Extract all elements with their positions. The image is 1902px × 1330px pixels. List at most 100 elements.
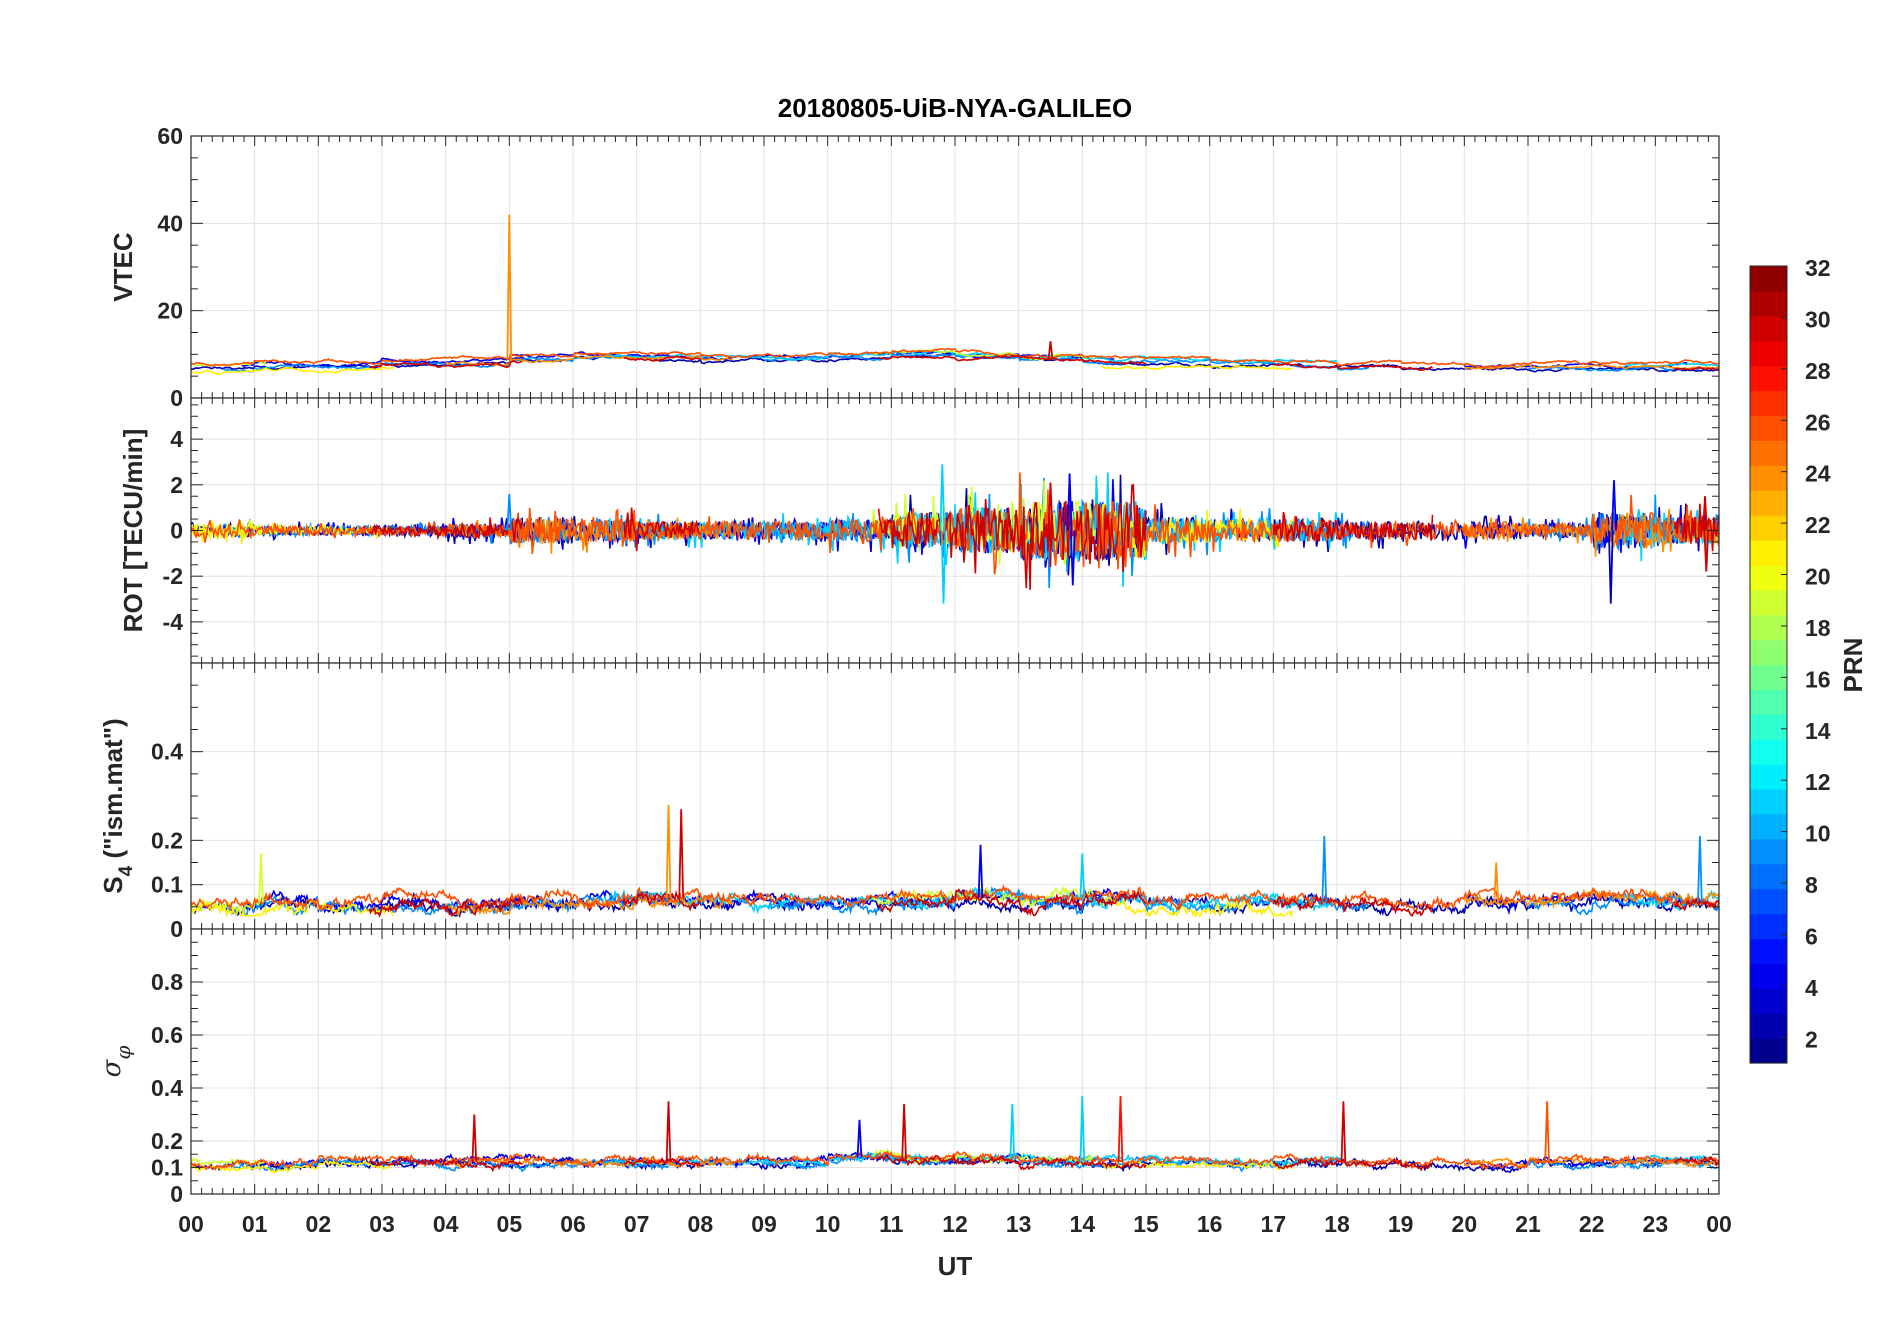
y-tick-label: 0 [170, 916, 183, 942]
spike-prn-26 [1544, 1101, 1550, 1163]
spike-prn-4 [856, 1119, 863, 1157]
x-tick-label: 00 [1706, 1211, 1732, 1237]
colorbar-segment [1750, 938, 1787, 964]
colorbar-tick-label: 10 [1805, 821, 1831, 847]
series-prn-21 [1101, 364, 1293, 371]
y-tick-label: 40 [157, 210, 183, 236]
x-tick-label: 13 [1006, 1211, 1032, 1237]
y-tick-label: 0.2 [151, 827, 183, 853]
colorbar-segment [1750, 266, 1787, 292]
colorbar-tick-label: 26 [1805, 409, 1831, 435]
colorbar-segment [1750, 315, 1787, 342]
y-tick-label: 0.4 [151, 739, 183, 765]
x-tick-label: 16 [1197, 1211, 1223, 1237]
y-axis-label: σφ [97, 1046, 135, 1078]
x-axis-label: UT [938, 1251, 973, 1281]
colorbar-tick-label: 2 [1805, 1026, 1818, 1052]
spike-prn-11 [940, 530, 947, 604]
y-tick-label: 0.6 [151, 1022, 183, 1048]
y-tick-label: 0 [170, 385, 183, 411]
spike-prn-28 [1117, 1095, 1124, 1163]
series-prn-30 [878, 354, 1147, 365]
x-tick-label: 05 [497, 1211, 523, 1237]
series-prn-30 [623, 507, 701, 551]
x-tick-label: 10 [815, 1211, 841, 1237]
x-tick-label: 14 [1070, 1211, 1096, 1237]
colorbar-segment [1750, 340, 1787, 367]
spike-prn-30 [665, 1101, 672, 1163]
y-tick-label: -2 [163, 563, 183, 589]
colorbar-tick-label: 12 [1805, 769, 1831, 795]
colorbar-segment [1750, 564, 1787, 591]
series-prn-21 [1101, 896, 1294, 919]
x-tick-label: 17 [1261, 1211, 1287, 1237]
colorbar-tick-label: 32 [1805, 255, 1831, 281]
colorbar-tick-label: 8 [1805, 872, 1818, 898]
colorbar-tick-label: 20 [1805, 564, 1831, 590]
colorbar-tick-label: 16 [1805, 666, 1831, 692]
x-tick-label: 03 [369, 1211, 395, 1237]
y-tick-label: 20 [157, 298, 183, 324]
y-label-rest: ("ism.mat") [98, 718, 128, 865]
series-prn-9 [763, 886, 1370, 917]
y-tick-label: 0.4 [151, 1075, 183, 1101]
colorbar-segment [1750, 465, 1787, 491]
y-label-main: σ [97, 1058, 127, 1077]
series-prn-30 [1673, 503, 1719, 552]
series-prn-30 [368, 897, 523, 918]
panel-sigma-phi: 00.10.2 0.4 0.6 0.8 σφ [97, 928, 1720, 1207]
series-prn-30 [1272, 892, 1433, 917]
x-tick-label: 23 [1643, 1211, 1669, 1237]
colorbar-segment [1750, 440, 1787, 466]
series-prn-21 [191, 366, 394, 376]
series-prn-30 [1673, 1155, 1719, 1167]
colorbar-segment [1750, 863, 1787, 890]
spike-prn-9 [1697, 835, 1703, 903]
spike-prn-11 [1009, 1103, 1016, 1160]
x-tick-label: 20 [1452, 1211, 1478, 1237]
x-tick-label: 07 [624, 1211, 650, 1237]
spike-prn-2 [1608, 530, 1614, 604]
series-prn-30 [877, 1154, 1147, 1171]
panel-rot: -4 -2 0 2 4 ROT [TECU/min] [118, 397, 1720, 664]
y-label-subscript: 4 [116, 865, 137, 876]
series-prn-30 [1272, 1157, 1433, 1172]
colorbar-segment [1750, 689, 1787, 715]
x-tick-label: 18 [1324, 1211, 1350, 1237]
colorbar-segment [1750, 764, 1787, 790]
colorbar-tick-label: 24 [1805, 461, 1831, 487]
y-axis-label: S4 ("ism.mat") [98, 718, 137, 893]
spike-prn-24 [506, 214, 513, 359]
y-tick-label: 0.8 [151, 969, 183, 995]
spike-prn-30 [1340, 1101, 1347, 1163]
spike-prn-11 [1079, 853, 1086, 899]
colorbar-segment [1750, 390, 1787, 417]
colorbar-segment [1750, 1013, 1787, 1039]
series-prn-30 [1272, 511, 1434, 543]
series-prn-30 [623, 1157, 702, 1168]
series-prn-30 [369, 515, 523, 543]
colorbar-segment [1750, 515, 1787, 541]
y-tick-label: -4 [163, 609, 184, 635]
series-prn-19 [191, 1157, 267, 1169]
spike-prn-30 [1702, 496, 1708, 531]
series-prn-26 [191, 347, 1719, 369]
spike-prn-4 [1070, 530, 1076, 586]
x-tick-label: 19 [1388, 1211, 1414, 1237]
spike-prn-11 [1079, 1095, 1086, 1163]
series-prn-30 [623, 889, 701, 912]
colorbar-segment [1750, 664, 1787, 691]
colorbar-segment [1750, 1038, 1787, 1064]
colorbar-tick-label: 4 [1805, 975, 1818, 1001]
spike-prn-9 [1321, 835, 1328, 903]
series-prn-9 [222, 355, 669, 373]
spike-prn-4 [1611, 480, 1617, 531]
colorbar-segment [1750, 714, 1787, 740]
spike-prn-30 [1703, 530, 1710, 572]
y-tick-label: 0.1 [151, 872, 183, 898]
series-prn-30 [623, 355, 701, 363]
colorbar-segment [1750, 988, 1787, 1014]
colorbar-tick-label: 30 [1805, 306, 1831, 332]
chart-title: 20180805-UiB-NYA-GALILEO [778, 93, 1133, 123]
